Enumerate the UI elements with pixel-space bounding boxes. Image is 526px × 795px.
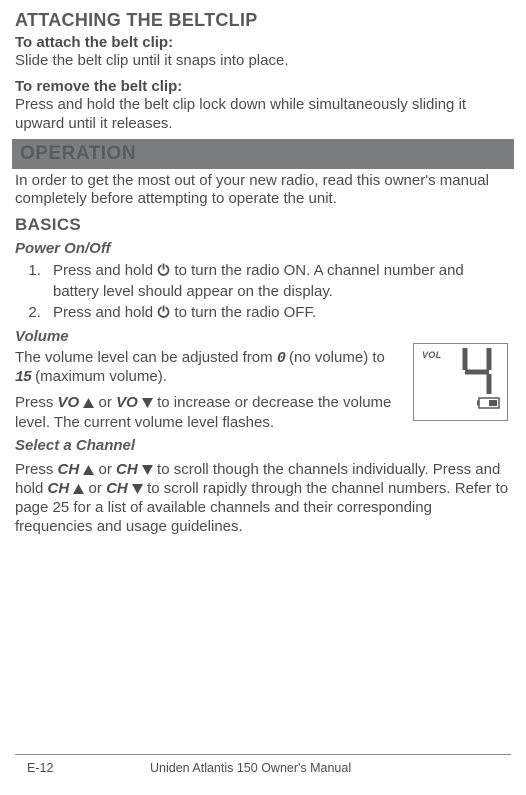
heading-channel: Select a Channel — [15, 437, 511, 454]
remove-body: Press and hold the belt clip lock down w… — [15, 96, 511, 133]
step2-b: to turn the radio OFF. — [170, 304, 316, 321]
ch-label-3: CH — [48, 480, 70, 497]
ch-a: Press — [15, 461, 58, 478]
power-step-2: Press and hold to turn the radio OFF. — [45, 303, 511, 323]
remove-label: To remove the belt clip: — [15, 78, 511, 95]
channel-body: Press CH or CH to scroll though the chan… — [15, 461, 511, 536]
ch-d: or — [84, 480, 106, 497]
vol-display-label: VOL — [422, 350, 441, 360]
triangle-up-icon — [73, 481, 84, 499]
heading-basics: BASICS — [15, 215, 511, 235]
triangle-down-icon — [142, 395, 153, 413]
power-icon — [157, 262, 170, 281]
power-step-1: Press and hold to turn the radio ON. A c… — [45, 261, 511, 300]
seg-max: 15 — [15, 369, 31, 386]
volume-display: VOL — [413, 343, 508, 421]
vo-label-1: VO — [58, 394, 80, 411]
ch-label-1: CH — [58, 461, 80, 478]
triangle-up-icon — [83, 462, 94, 480]
battery-icon — [477, 396, 501, 414]
volume-line2: Press VO or VO to increase or decrease t… — [15, 394, 403, 432]
power-steps: Press and hold to turn the radio ON. A c… — [45, 261, 511, 322]
power-icon — [157, 304, 170, 323]
ch-b: or — [94, 461, 116, 478]
attach-body: Slide the belt clip until it snaps into … — [15, 52, 511, 70]
heading-operation: OPERATION — [12, 139, 514, 169]
ch-label-4: CH — [106, 480, 128, 497]
step2-a: Press and hold — [53, 304, 157, 321]
attach-label: To attach the belt clip: — [15, 34, 511, 51]
seg-zero: 0 — [277, 350, 285, 367]
vol-l2b: or — [94, 394, 116, 411]
vo-label-2: VO — [116, 394, 138, 411]
vol-l1c: (maximum volume). — [31, 368, 167, 385]
footer-page: E-12 — [15, 761, 135, 775]
vol-display-digit — [451, 342, 501, 402]
volume-row: The volume level can be adjusted from 0 … — [15, 348, 511, 432]
vol-l1b: (no volume) to — [285, 349, 385, 366]
step1-a: Press and hold — [53, 262, 157, 279]
triangle-down-icon — [142, 462, 153, 480]
ch-label-2: CH — [116, 461, 138, 478]
operation-intro: In order to get the most out of your new… — [15, 172, 511, 209]
vol-l1a: The volume level can be adjusted from — [15, 349, 277, 366]
triangle-up-icon — [83, 395, 94, 413]
heading-power: Power On/Off — [15, 240, 511, 257]
footer-title: Uniden Atlantis 150 Owner's Manual — [135, 761, 511, 775]
triangle-down-icon — [132, 481, 143, 499]
footer: E-12 Uniden Atlantis 150 Owner's Manual — [15, 754, 511, 775]
heading-beltclip: ATTACHING THE BELTCLIP — [15, 10, 511, 31]
volume-line1: The volume level can be adjusted from 0 … — [15, 349, 403, 388]
vol-l2a: Press — [15, 394, 58, 411]
volume-text: The volume level can be adjusted from 0 … — [15, 348, 403, 432]
